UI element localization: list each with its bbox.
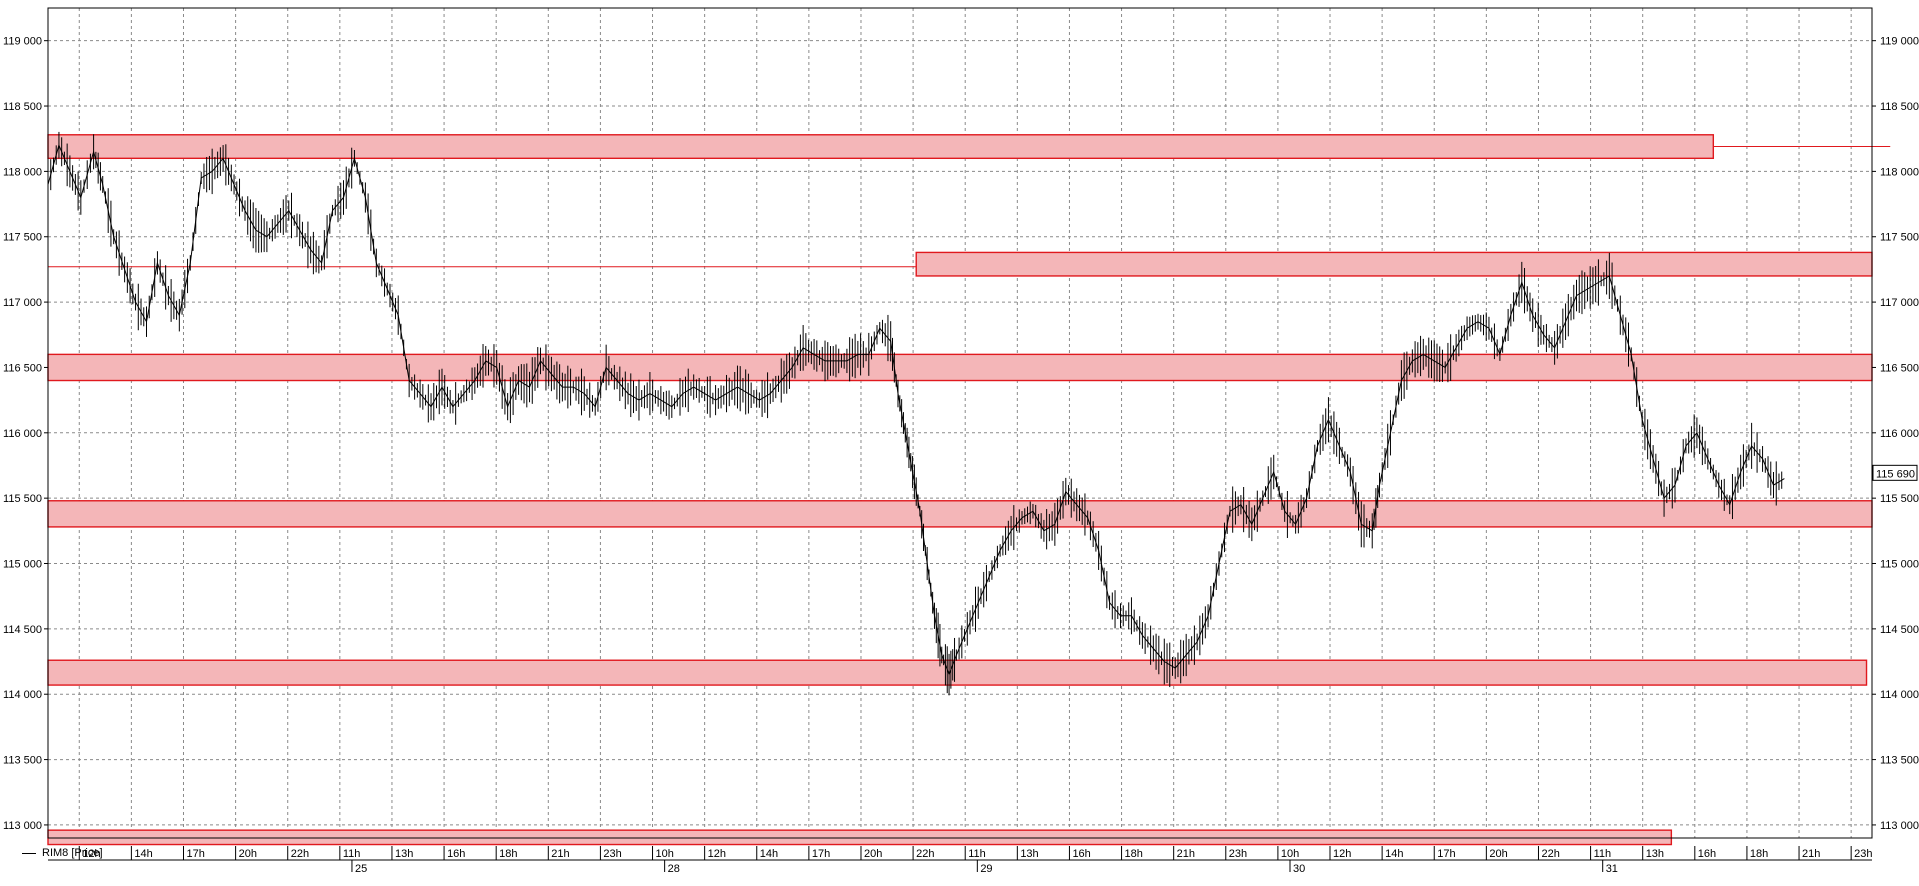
y-tick-label-right: 114 500 xyxy=(1880,624,1919,636)
y-tick-label-right: 115 000 xyxy=(1880,559,1919,571)
x-tick-label-hour: 10h xyxy=(1281,848,1299,860)
x-tick-label-hour: 12h xyxy=(82,848,100,860)
legend-series-name: RIM8 [Price] xyxy=(42,847,103,859)
x-tick-label-hour: 12h xyxy=(708,848,726,860)
y-tick-label-left: 117 000 xyxy=(3,297,42,309)
x-tick-label-hour: 17h xyxy=(812,848,830,860)
x-tick-label-hour: 11h xyxy=(1594,848,1612,860)
y-tick-label-right: 117 000 xyxy=(1880,297,1919,309)
x-tick-label-hour: 17h xyxy=(1437,848,1455,860)
x-tick-label-hour: 18h xyxy=(499,848,517,860)
zone-band xyxy=(47,500,1873,528)
y-tick-label-left: 117 500 xyxy=(3,232,42,244)
y-tick-label-right: 119 000 xyxy=(1880,36,1919,48)
y-axis-left: 119 000 118 500 118 000 117 500 117 000 116 5… xyxy=(3,36,48,832)
zone-band xyxy=(47,659,1868,686)
y-axis-right: 119 000 118 500 118 000 117 500 117 000 116 5… xyxy=(1872,36,1919,832)
y-tick-label-left: 116 000 xyxy=(3,428,42,440)
plot-border xyxy=(47,7,1873,839)
y-tick-label-right: 115 500 xyxy=(1880,493,1919,505)
zone-band xyxy=(47,134,1715,160)
x-tick-label-hour: 14h xyxy=(760,848,778,860)
zone-band xyxy=(915,251,1873,277)
price-series xyxy=(47,131,1785,696)
chart-grid xyxy=(48,8,1872,838)
price-line xyxy=(47,143,1785,677)
plot-frame xyxy=(47,7,1873,839)
x-tick-label-hour: 14h xyxy=(134,848,152,860)
x-tick-label-hour: 22h xyxy=(1541,848,1559,860)
x-tick-label-hour: 23h xyxy=(1229,848,1247,860)
x-tick-label-day: 29 xyxy=(980,863,992,875)
y-tick-label-right: 118 000 xyxy=(1880,166,1919,178)
y-tick-label-right: 117 500 xyxy=(1880,232,1919,244)
y-tick-label-right: 113 000 xyxy=(1880,820,1919,832)
x-tick-label-hour: 21h xyxy=(551,848,569,860)
last-price-box xyxy=(1872,464,1918,481)
x-tick-label-hour: 21h xyxy=(1802,848,1820,860)
x-tick-label-hour: 12h xyxy=(1333,848,1351,860)
x-tick-label-hour: 16h xyxy=(1072,848,1090,860)
y-tick-label-right: 116 500 xyxy=(1880,362,1919,374)
y-tick-label-left: 114 500 xyxy=(3,624,42,636)
horizontal-levels xyxy=(48,146,1891,268)
x-tick-label-hour: 18h xyxy=(1125,848,1143,860)
last-price-label: 115 690 xyxy=(1876,468,1915,480)
x-tick-label-day: 31 xyxy=(1606,863,1618,875)
last-price-marker: 115 690 xyxy=(1872,464,1918,481)
x-axis: 12h 14h 17h 20h 22h 11h 13h 16h 18h 21h 23h 10h 12h 1… xyxy=(48,846,1873,875)
x-tick-label-hour: 22h xyxy=(916,848,934,860)
x-tick-label-hour: 17h xyxy=(186,848,204,860)
x-tick-label-day: 30 xyxy=(1293,863,1305,875)
x-tick-label-hour: 16h xyxy=(447,848,465,860)
y-tick-label-left: 115 000 xyxy=(3,559,42,571)
zone-band xyxy=(47,353,1873,382)
zone-band xyxy=(47,829,1673,846)
support-resistance-zones xyxy=(47,134,1873,846)
legend-line-icon xyxy=(22,852,36,854)
x-tick-label-hour: 23h xyxy=(1854,848,1872,860)
y-tick-label-left: 116 500 xyxy=(3,362,42,374)
y-tick-label-left: 119 000 xyxy=(3,36,42,48)
x-tick-label-hour: 11h xyxy=(968,848,986,860)
x-tick-label-day: 25 xyxy=(355,863,367,875)
x-tick-label-hour: 14h xyxy=(1385,848,1403,860)
x-tick-label-hour: 20h xyxy=(1489,848,1507,860)
y-tick-label-right: 118 500 xyxy=(1880,101,1919,113)
legend: RIM8 [Price] xyxy=(22,847,103,859)
y-tick-label-right: 113 500 xyxy=(1880,755,1919,767)
y-tick-label-right: 114 000 xyxy=(1880,689,1919,701)
x-tick-label-hour: 16h xyxy=(1698,848,1716,860)
x-tick-label-hour: 21h xyxy=(1177,848,1195,860)
x-tick-label-hour: 13h xyxy=(1646,848,1664,860)
x-tick-label-hour: 11h xyxy=(343,848,361,860)
x-tick-label-day: 28 xyxy=(668,863,680,875)
y-tick-label-left: 114 000 xyxy=(3,689,42,701)
y-tick-label-left: 113 000 xyxy=(3,820,42,832)
x-tick-label-hour: 22h xyxy=(291,848,309,860)
y-tick-label-left: 118 500 xyxy=(3,101,42,113)
x-tick-label-hour: 13h xyxy=(395,848,413,860)
x-tick-label-hour: 18h xyxy=(1750,848,1768,860)
x-tick-label-hour: 20h xyxy=(864,848,882,860)
y-tick-label-left: 113 500 xyxy=(3,755,42,767)
y-tick-label-right: 116 000 xyxy=(1880,428,1919,440)
x-tick-label-hour: 23h xyxy=(603,848,621,860)
x-tick-label-hour: 13h xyxy=(1020,848,1038,860)
y-tick-label-left: 118 000 xyxy=(3,166,42,178)
y-tick-label-left: 115 500 xyxy=(3,493,42,505)
x-tick-label-hour: 20h xyxy=(239,848,257,860)
x-tick-label-hour: 10h xyxy=(656,848,674,860)
